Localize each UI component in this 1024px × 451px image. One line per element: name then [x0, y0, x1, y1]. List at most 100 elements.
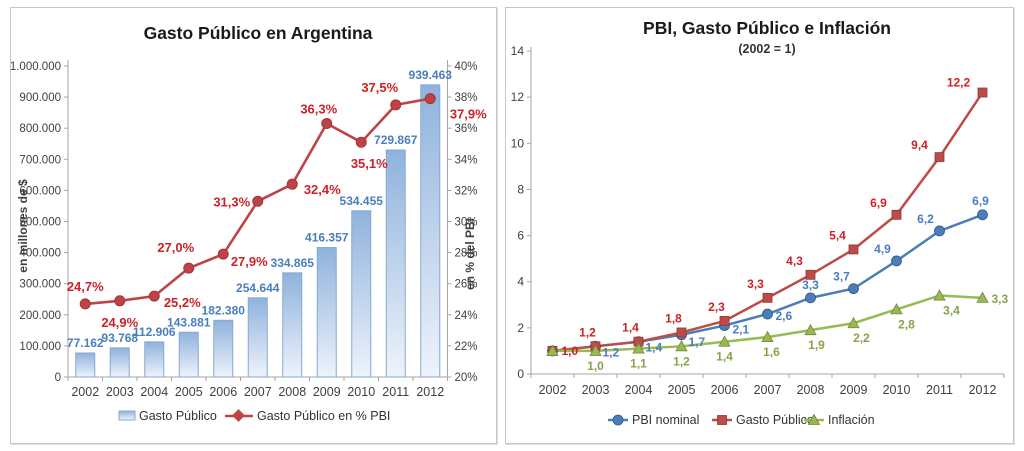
data-point-marker-square	[891, 209, 902, 220]
x-axis-label: 2011	[926, 383, 953, 397]
data-point-marker-triangle	[847, 316, 860, 329]
pct-point-marker	[79, 298, 91, 310]
left-chart: Gasto Público en Argentina en millones d…	[11, 23, 487, 423]
pct-point-label: 27,9%	[231, 254, 268, 269]
data-point-marker-square	[848, 244, 859, 255]
data-point-marker-circle	[762, 308, 773, 320]
x-axis-label: 2005	[175, 385, 203, 399]
y-axis-tick-label: 300.000	[19, 279, 61, 291]
pct-point-marker	[217, 248, 229, 260]
pct-point-label: 24,7%	[67, 279, 104, 294]
y-axis-tick-label: 200.000	[19, 310, 61, 322]
data-point-marker-square	[977, 87, 988, 98]
pct-point-marker	[183, 262, 195, 274]
data-point-label: 3,3	[802, 278, 819, 292]
pct-point-label: 24,9%	[101, 315, 138, 330]
y-axis-tick-label: 0	[55, 372, 61, 384]
bar	[282, 272, 303, 378]
data-point-label: 1,6	[763, 345, 780, 359]
data-point-marker-square	[676, 327, 687, 338]
data-point-marker-circle	[612, 414, 624, 426]
data-point-marker-square	[717, 415, 727, 425]
bar	[178, 331, 199, 378]
data-point-label: 1,1	[630, 357, 647, 371]
data-point-label: 6,9	[870, 196, 887, 210]
legend-bar-swatch	[118, 410, 136, 421]
x-axis-label: 2004	[625, 383, 653, 397]
data-point-marker-square	[762, 292, 773, 303]
pct-point-marker	[424, 93, 436, 105]
right-chart-panel: PBI, Gasto Público e Inflación (2002 = 1…	[505, 7, 1014, 444]
bar-value-label: 334.865	[271, 256, 315, 270]
bar	[420, 84, 441, 378]
data-point-label: 1,4	[646, 341, 663, 355]
x-axis-label: 2010	[347, 385, 375, 399]
data-point-label: 2,2	[853, 331, 870, 345]
bar-value-label: 77.162	[67, 336, 104, 350]
bar	[144, 341, 165, 378]
data-point-label: 3,3	[747, 277, 764, 291]
bar-value-label: 182.380	[202, 303, 246, 317]
data-point-label: 1,2	[603, 345, 620, 359]
data-point-marker-triangle	[632, 342, 645, 354]
data-point-marker-triangle	[890, 303, 903, 315]
bar	[213, 319, 234, 378]
y2-axis-tick-label: 24%	[455, 310, 478, 322]
data-point-marker-triangle	[546, 344, 559, 356]
y-axis-tick-label: 12	[511, 90, 525, 104]
data-point-label: 2,3	[708, 300, 725, 314]
y2-axis-tick-label: 26%	[455, 279, 478, 291]
data-point-label: 6,9	[972, 194, 989, 208]
x-axis-label: 2012	[969, 383, 997, 397]
bar-value-label: 93.768	[101, 331, 138, 345]
data-point-label: 1,7	[689, 335, 706, 349]
y2-axis-tick-label: 30%	[455, 217, 478, 229]
bar	[75, 352, 96, 378]
x-axis-label: 2008	[797, 383, 825, 397]
data-point-label: 1,4	[716, 350, 733, 364]
y2-axis-tick-label: 32%	[455, 185, 478, 197]
x-axis-label: 2008	[278, 385, 306, 399]
data-point-marker-circle	[848, 283, 859, 295]
left-y2-axis-title: en % del PBI	[463, 218, 477, 290]
pct-point-marker	[355, 136, 367, 148]
pct-point-label: 35,1%	[351, 156, 388, 171]
data-point-marker-triangle	[589, 344, 602, 356]
x-axis-label: 2006	[209, 385, 237, 399]
data-point-marker-square	[805, 269, 816, 280]
pct-point-marker	[321, 118, 333, 130]
left-chart-panel: Gasto Público en Argentina en millones d…	[10, 7, 497, 444]
data-point-marker-triangle	[804, 323, 817, 336]
data-point-label: 2,1	[733, 323, 750, 337]
pct-point-marker	[148, 290, 160, 302]
pct-point-marker	[390, 99, 402, 111]
x-axis-label: 2006	[711, 383, 739, 397]
y-axis-tick-label: 600.000	[19, 185, 61, 197]
y-axis-tick-label: 10	[511, 136, 525, 150]
data-point-marker-circle	[805, 292, 816, 304]
data-point-label: 1,0	[587, 359, 604, 373]
legend-label: PBI nominal	[632, 413, 699, 427]
bar-value-label: 939.463	[409, 68, 453, 82]
data-point-label: 2,8	[898, 317, 915, 331]
data-point-label: 1,9	[808, 338, 825, 352]
y-axis-tick-label: 4	[517, 275, 524, 289]
bar-value-label: 416.357	[305, 231, 349, 245]
y-axis-tick-label: 2	[517, 321, 524, 335]
bar	[247, 297, 268, 378]
y2-axis-tick-label: 38%	[455, 92, 478, 104]
pct-point-label: 37,5%	[361, 80, 398, 95]
bar-value-label: 254.644	[236, 281, 280, 295]
data-point-marker-square	[719, 316, 730, 326]
y-axis-tick-label: 6	[517, 229, 524, 243]
y-axis-tick-label: 1.000.000	[11, 61, 61, 73]
data-point-marker-circle	[934, 225, 945, 237]
x-axis-label: 2003	[106, 385, 134, 399]
data-point-marker-circle	[891, 255, 902, 267]
data-point-marker-triangle	[718, 335, 731, 347]
bar-value-label: 729.867	[374, 133, 418, 147]
data-point-label: 1,8	[665, 311, 682, 325]
data-point-label: 12,2	[947, 76, 971, 90]
right-chart: PBI, Gasto Público e Inflación (2002 = 1…	[511, 18, 1009, 427]
